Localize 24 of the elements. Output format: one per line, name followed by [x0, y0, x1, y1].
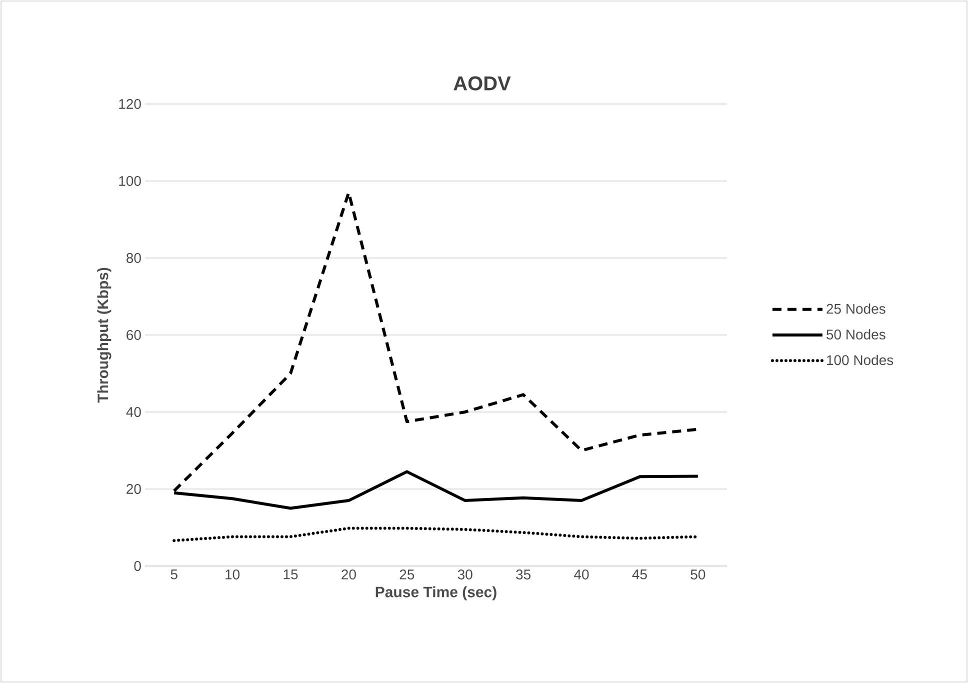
y-tick-label: 100: [119, 176, 141, 186]
x-tick-label: 25: [400, 570, 414, 580]
legend-label: 100 Nodes: [827, 354, 894, 366]
y-tick-label: 80: [126, 253, 141, 263]
x-tick-label: 50: [690, 570, 706, 580]
x-axis-title: Pause Time (sec): [376, 586, 496, 600]
y-tick-label: 120: [119, 99, 141, 109]
y-tick-label: 0: [134, 561, 141, 571]
y-tick-label: 20: [126, 484, 141, 494]
chart-title: AODV: [454, 76, 511, 90]
x-tick-label: 35: [516, 570, 531, 580]
line-series: [172, 526, 700, 542]
x-tick-label: 30: [458, 570, 472, 580]
y-tick-label: 60: [126, 330, 141, 340]
legend-label: 50 Nodes: [826, 329, 886, 340]
x-tick-label: 40: [574, 570, 589, 580]
y-tick-label: 40: [126, 407, 141, 417]
y-axis-title: Throughput (Kbps): [97, 268, 112, 403]
x-tick-label: 45: [632, 570, 647, 580]
x-tick-label: 5: [170, 570, 178, 580]
x-tick-label: 15: [284, 570, 298, 580]
x-tick-label: 10: [226, 570, 240, 580]
legend-label: 25 Nodes: [826, 304, 886, 314]
x-tick-label: 20: [342, 570, 356, 580]
